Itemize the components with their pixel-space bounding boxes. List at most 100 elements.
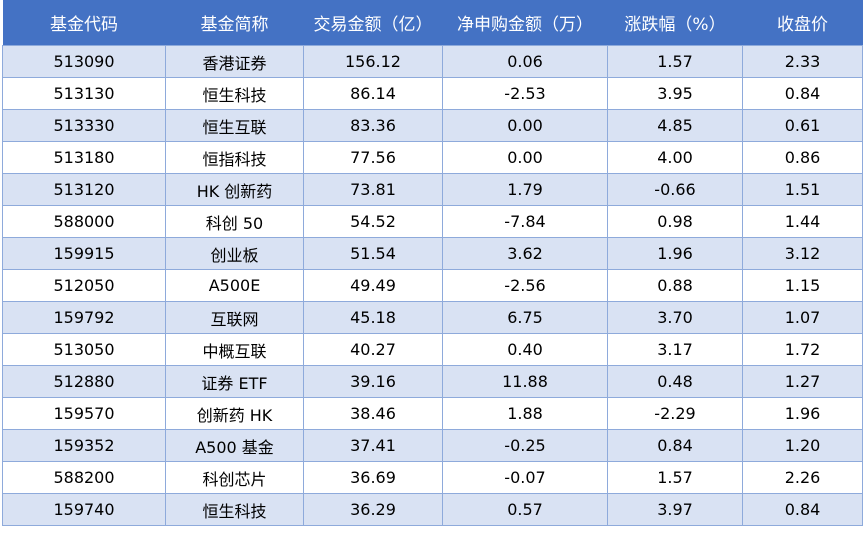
table-cell: 54.52 <box>303 205 443 238</box>
table-row: 159915 创业板 51.54 3.62 1.96 3.12 <box>2 237 863 270</box>
table-cell: 77.56 <box>303 141 443 174</box>
table-cell: -0.07 <box>442 461 608 494</box>
table-cell: 73.81 <box>303 173 443 206</box>
table-cell: 1.57 <box>607 45 743 78</box>
table-cell: 3.97 <box>607 493 743 526</box>
header-cell: 涨跌幅（%） <box>607 0 743 46</box>
table-cell: 1.51 <box>742 173 863 206</box>
table-cell: 1.07 <box>742 301 863 334</box>
table-cell: 科创 50 <box>165 205 304 238</box>
table-cell: 1.72 <box>742 333 863 366</box>
table-row: 513180 恒指科技 77.56 0.00 4.00 0.86 <box>2 141 863 174</box>
table-cell: -0.25 <box>442 429 608 462</box>
table-cell: 159740 <box>2 493 166 526</box>
table-cell: 科创芯片 <box>165 461 304 494</box>
table-cell: 513330 <box>2 109 166 142</box>
table-cell: 6.75 <box>442 301 608 334</box>
table-cell: 36.29 <box>303 493 443 526</box>
header-cell: 交易金额（亿） <box>303 0 443 46</box>
table-cell: 37.41 <box>303 429 443 462</box>
table-cell: 0.88 <box>607 269 743 302</box>
header-cell: 基金代码 <box>2 0 166 46</box>
table-row: 513330 恒生互联 83.36 0.00 4.85 0.61 <box>2 109 863 142</box>
table-cell: 1.79 <box>442 173 608 206</box>
table-cell: 0.00 <box>442 141 608 174</box>
table-cell: -7.84 <box>442 205 608 238</box>
table-cell: 2.26 <box>742 461 863 494</box>
header-cell: 净申购金额（万） <box>442 0 608 46</box>
table-row: 512880 证券 ETF 39.16 11.88 0.48 1.27 <box>2 365 863 398</box>
table-cell: 86.14 <box>303 77 443 110</box>
table-cell: 0.84 <box>742 493 863 526</box>
table-row: 159740 恒生科技 36.29 0.57 3.97 0.84 <box>2 493 863 526</box>
table-cell: 2.33 <box>742 45 863 78</box>
table-cell: 创新药 HK <box>165 397 304 430</box>
table-row: 588000 科创 50 54.52 -7.84 0.98 1.44 <box>2 205 863 238</box>
table-row: 513130 恒生科技 86.14 -2.53 3.95 0.84 <box>2 77 863 110</box>
table-cell: 3.95 <box>607 77 743 110</box>
table-cell: 38.46 <box>303 397 443 430</box>
header-cell: 基金简称 <box>165 0 304 46</box>
table-cell: 恒生科技 <box>165 493 304 526</box>
table-cell: 512880 <box>2 365 166 398</box>
table-cell: 588000 <box>2 205 166 238</box>
table-cell: 0.48 <box>607 365 743 398</box>
table-cell: 3.62 <box>442 237 608 270</box>
table-cell: 3.17 <box>607 333 743 366</box>
table-cell: 恒生科技 <box>165 77 304 110</box>
table-cell: HK 创新药 <box>165 173 304 206</box>
table-cell: 51.54 <box>303 237 443 270</box>
table-cell: 39.16 <box>303 365 443 398</box>
table-cell: 3.12 <box>742 237 863 270</box>
table-cell: 159352 <box>2 429 166 462</box>
header-row: 基金代码 基金简称 交易金额（亿） 净申购金额（万） 涨跌幅（%） 收盘价 <box>2 0 863 46</box>
table-cell: 1.20 <box>742 429 863 462</box>
table-cell: 40.27 <box>303 333 443 366</box>
table-cell: 3.70 <box>607 301 743 334</box>
table-cell: -0.66 <box>607 173 743 206</box>
table-row: 588200 科创芯片 36.69 -0.07 1.57 2.26 <box>2 461 863 494</box>
table-cell: 0.57 <box>442 493 608 526</box>
table-cell: 513090 <box>2 45 166 78</box>
table-cell: 512050 <box>2 269 166 302</box>
table-cell: A500E <box>165 269 304 302</box>
table-cell: 1.96 <box>607 237 743 270</box>
table-cell: 证券 ETF <box>165 365 304 398</box>
table-cell: 513120 <box>2 173 166 206</box>
table-row: 513120 HK 创新药 73.81 1.79 -0.66 1.51 <box>2 173 863 206</box>
table-cell: 513050 <box>2 333 166 366</box>
table-cell: 83.36 <box>303 109 443 142</box>
table-cell: 香港证券 <box>165 45 304 78</box>
table-cell: 创业板 <box>165 237 304 270</box>
table-cell: 1.44 <box>742 205 863 238</box>
table-cell: 中概互联 <box>165 333 304 366</box>
table-cell: 1.57 <box>607 461 743 494</box>
table-cell: 0.86 <box>742 141 863 174</box>
table-cell: 11.88 <box>442 365 608 398</box>
table-cell: 588200 <box>2 461 166 494</box>
table-cell: 1.27 <box>742 365 863 398</box>
table-cell: 恒指科技 <box>165 141 304 174</box>
table-cell: 513180 <box>2 141 166 174</box>
table-cell: 159915 <box>2 237 166 270</box>
table-cell: 0.84 <box>742 77 863 110</box>
table-cell: 互联网 <box>165 301 304 334</box>
table-cell: 159792 <box>2 301 166 334</box>
table-cell: 恒生互联 <box>165 109 304 142</box>
table-cell: 4.00 <box>607 141 743 174</box>
table-cell: 1.15 <box>742 269 863 302</box>
table-cell: 36.69 <box>303 461 443 494</box>
table-row: 159792 互联网 45.18 6.75 3.70 1.07 <box>2 301 863 334</box>
table-row: 512050 A500E 49.49 -2.56 0.88 1.15 <box>2 269 863 302</box>
table-cell: 0.98 <box>607 205 743 238</box>
table-cell: 0.61 <box>742 109 863 142</box>
table-cell: 156.12 <box>303 45 443 78</box>
table-cell: 1.96 <box>742 397 863 430</box>
table-cell: -2.29 <box>607 397 743 430</box>
table-row: 513090 香港证券 156.12 0.06 1.57 2.33 <box>2 45 863 78</box>
header-cell: 收盘价 <box>742 0 863 46</box>
table-cell: A500 基金 <box>165 429 304 462</box>
table-cell: 0.84 <box>607 429 743 462</box>
